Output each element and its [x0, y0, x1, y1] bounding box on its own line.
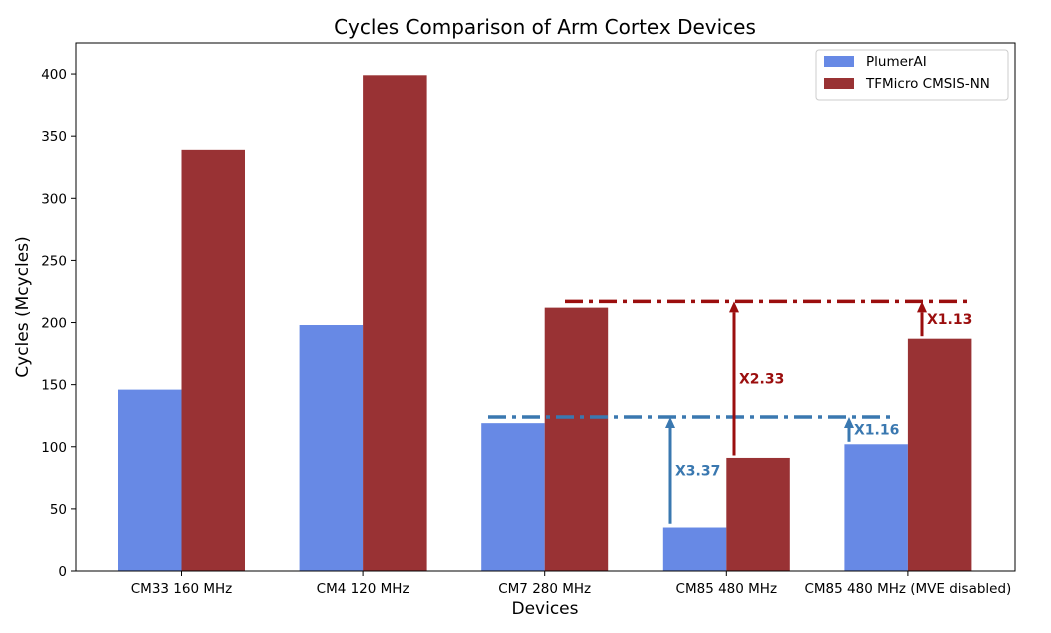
x-tick-label: CM7 280 MHz: [498, 581, 591, 597]
y-tick-label: 150: [41, 378, 67, 394]
x-tick-label: CM85 480 MHz (MVE disabled): [804, 581, 1011, 597]
y-tick-label: 350: [41, 129, 67, 145]
annotation-label-3: X1.13: [927, 312, 972, 328]
annotation-arrow-head-2: [844, 416, 854, 428]
y-axis-ticks: 0 50 100 150 200 250 300 350 400: [41, 67, 76, 580]
bar-tfmicro-0: [181, 149, 245, 571]
bar-plumerai-2: [481, 423, 545, 571]
plot-frame: [75, 42, 1016, 572]
y-tick-label: 300: [41, 191, 67, 207]
bar-tfmicro-4: [907, 338, 972, 571]
y-tick-label: 200: [41, 316, 67, 332]
y-tick-label: 250: [41, 253, 67, 269]
annotation-arrow-head-1: [729, 301, 739, 313]
bar-plumerai-3: [662, 527, 727, 571]
y-tick-label: 0: [58, 564, 67, 580]
legend-frame: [815, 49, 1009, 101]
x-tick-label: CM85 480 MHz: [676, 581, 778, 597]
y-tick-label: 100: [41, 440, 67, 456]
annotation-label-2: X1.16: [854, 422, 899, 438]
x-axis-label: Devices: [512, 599, 579, 619]
bar-plumerai-4: [844, 444, 908, 571]
bar-plumerai-1: [299, 325, 364, 571]
bar-tfmicro-1: [363, 75, 427, 571]
bars-group: [118, 75, 972, 571]
legend-label-plumerai: PlumerAI: [866, 54, 927, 70]
y-tick-label: 400: [41, 67, 67, 83]
legend-swatch-tfmicro: [824, 78, 854, 89]
bar-tfmicro-2: [544, 307, 609, 571]
legend-label-tfmicro: TFMicro CMSIS-NN: [865, 76, 990, 92]
chart-title: Cycles Comparison of Arm Cortex Devices: [334, 15, 756, 39]
annotation-arrow-head-3: [917, 301, 927, 313]
legend-swatch-plumerai: [824, 56, 854, 67]
annotations-group: X3.37 X2.33 X1.16 X1.13: [665, 301, 972, 524]
x-tick-label: CM4 120 MHz: [317, 581, 410, 597]
y-tick-label: 50: [50, 502, 67, 518]
bar-tfmicro-3: [726, 457, 790, 571]
annotation-label-1: X2.33: [739, 371, 784, 387]
bar-plumerai-0: [118, 389, 182, 571]
annotation-arrow-head-0: [665, 416, 675, 428]
y-axis-label: Cycles (Mcycles): [13, 236, 33, 377]
x-tick-label: CM33 160 MHz: [131, 581, 233, 597]
legend: PlumerAI TFMicro CMSIS-NN: [815, 49, 1009, 101]
x-axis-ticks: CM33 160 MHz CM4 120 MHz CM7 280 MHz CM85 4…: [131, 571, 1011, 597]
annotation-label-0: X3.37: [675, 463, 720, 479]
